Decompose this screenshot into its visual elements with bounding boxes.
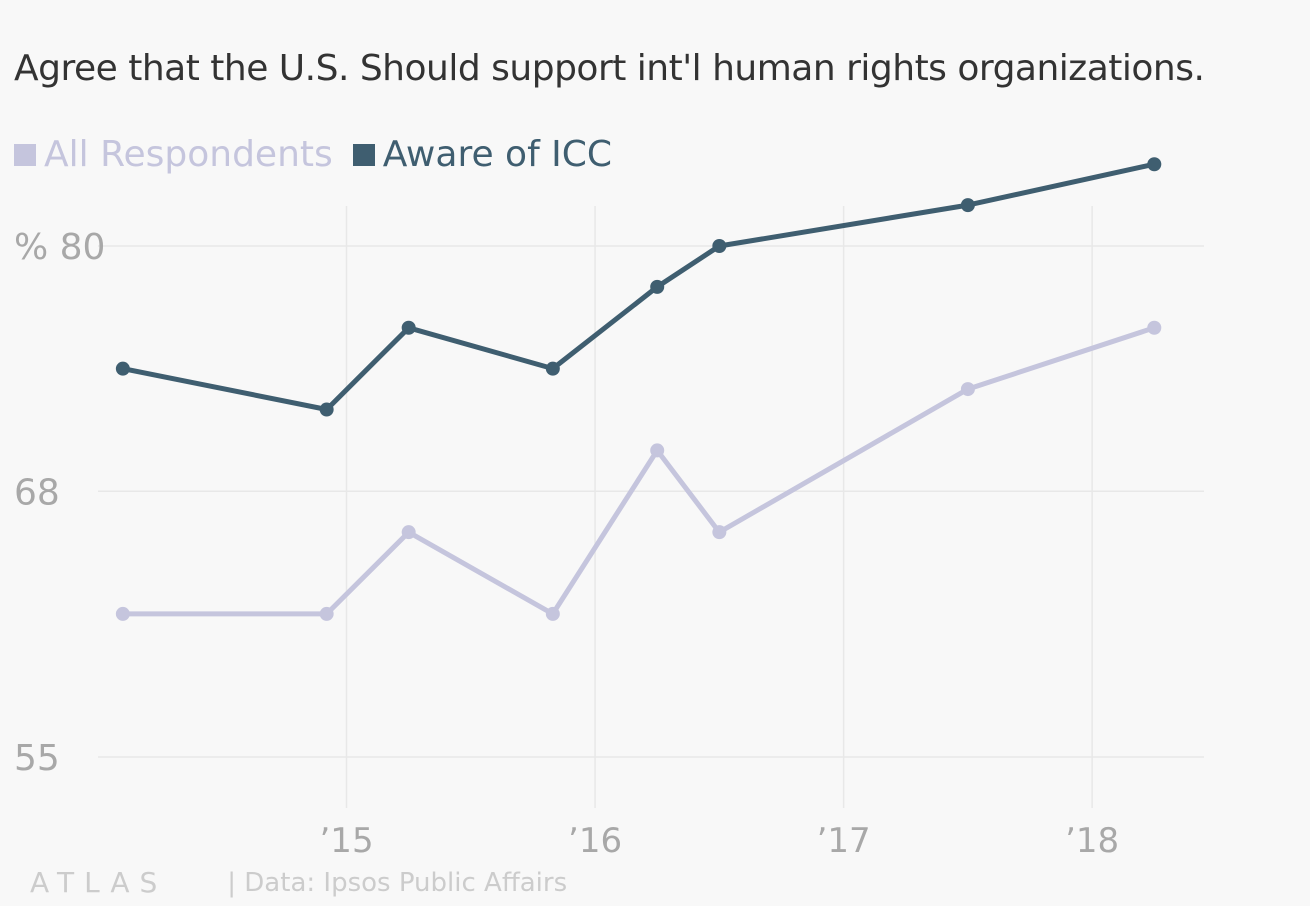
x-tick-label: ’17 xyxy=(817,821,871,861)
legend-swatch-all-respondents xyxy=(14,143,36,166)
legend-label-all-respondents: All Respondents xyxy=(44,134,333,175)
data-point-all-respondents xyxy=(960,382,975,397)
data-point-aware-of-icc xyxy=(960,198,975,213)
atlas-logo: ATLAS xyxy=(30,866,168,899)
data-point-all-respondents xyxy=(545,606,560,621)
y-tick-label: % 80 xyxy=(14,227,105,268)
data-point-aware-of-icc xyxy=(319,402,334,417)
data-point-all-respondents xyxy=(712,525,727,540)
data-point-all-respondents xyxy=(1147,320,1162,335)
x-tick-label: ’15 xyxy=(320,821,374,861)
y-tick-label: 55 xyxy=(14,738,60,779)
series-line-aware-of-icc xyxy=(120,161,1157,412)
y-tick-label: 68 xyxy=(14,472,60,513)
data-point-aware-of-icc xyxy=(712,239,727,253)
data-point-all-respondents xyxy=(115,606,130,621)
legend-label-aware-of-icc: Aware of ICC xyxy=(382,134,613,175)
data-point-all-respondents xyxy=(401,525,416,540)
data-point-aware-of-icc xyxy=(650,279,665,294)
legend-item-all-respondents: All Respondents xyxy=(14,134,333,175)
chart-legend: All Respondents Aware of ICC xyxy=(14,134,632,175)
data-point-aware-of-icc xyxy=(1147,157,1162,172)
series-line-all-respondents xyxy=(120,325,1157,617)
data-point-aware-of-icc xyxy=(545,361,560,376)
data-point-aware-of-icc xyxy=(401,320,416,335)
chart-title: Agree that the U.S. Should support int'l… xyxy=(14,48,1205,89)
legend-swatch-aware-of-icc xyxy=(352,143,375,166)
chart-footer: ATLAS | Data: Ipsos Public Affairs xyxy=(30,866,567,899)
x-tick-label: ’18 xyxy=(1065,821,1119,861)
x-tick-label: ’16 xyxy=(568,821,622,861)
data-point-aware-of-icc xyxy=(115,361,130,376)
data-point-all-respondents xyxy=(650,443,665,458)
legend-item-aware-of-icc: Aware of ICC xyxy=(352,134,613,175)
data-point-all-respondents xyxy=(319,606,334,621)
data-source: | Data: Ipsos Public Affairs xyxy=(227,867,568,898)
